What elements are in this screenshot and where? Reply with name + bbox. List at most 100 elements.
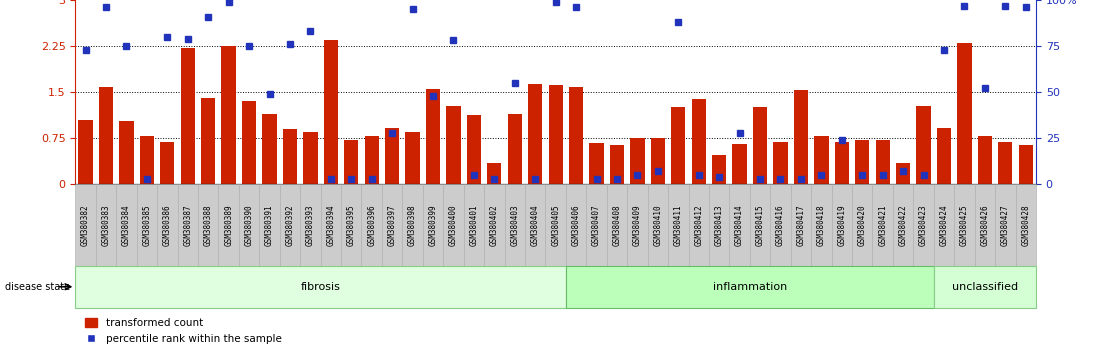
Bar	[218, 184, 239, 266]
Bar	[811, 184, 832, 266]
Text: GSM380414: GSM380414	[735, 204, 745, 246]
Bar	[791, 184, 811, 266]
Text: GSM380397: GSM380397	[388, 204, 397, 246]
Bar	[954, 184, 975, 266]
Bar	[872, 184, 893, 266]
Bar	[937, 128, 951, 184]
Bar	[406, 132, 420, 184]
Text: GSM380412: GSM380412	[695, 204, 704, 246]
Text: GSM380400: GSM380400	[449, 204, 458, 246]
Text: GSM380386: GSM380386	[163, 204, 172, 246]
Bar	[259, 184, 279, 266]
Bar	[529, 84, 543, 184]
Bar	[361, 184, 382, 266]
Bar	[283, 129, 297, 184]
Text: GSM380385: GSM380385	[143, 204, 152, 246]
Bar	[770, 184, 791, 266]
Bar	[75, 266, 566, 308]
Bar	[729, 184, 750, 266]
Bar	[504, 184, 525, 266]
Text: GSM380419: GSM380419	[838, 204, 847, 246]
Text: GSM380420: GSM380420	[858, 204, 866, 246]
Text: GSM380411: GSM380411	[674, 204, 683, 246]
Bar	[525, 184, 545, 266]
Bar	[691, 99, 706, 184]
Bar	[834, 142, 849, 184]
Bar	[832, 184, 852, 266]
Text: GSM380390: GSM380390	[245, 204, 254, 246]
Bar	[402, 184, 423, 266]
Bar	[732, 144, 747, 184]
Bar	[447, 106, 461, 184]
Text: GSM380405: GSM380405	[551, 204, 561, 246]
Bar	[279, 184, 300, 266]
Bar	[95, 184, 116, 266]
Text: GSM380422: GSM380422	[899, 204, 907, 246]
Text: GSM380391: GSM380391	[265, 204, 274, 246]
Bar	[753, 107, 767, 184]
Bar	[136, 184, 157, 266]
Bar	[341, 184, 361, 266]
Text: unclassified: unclassified	[952, 282, 1018, 292]
Bar	[934, 184, 954, 266]
Bar	[161, 142, 174, 184]
Bar	[384, 128, 399, 184]
Bar	[934, 266, 1036, 308]
Bar	[466, 115, 481, 184]
Bar	[222, 46, 236, 184]
Text: GSM380423: GSM380423	[919, 204, 929, 246]
Bar	[814, 136, 829, 184]
Text: GSM380384: GSM380384	[122, 204, 131, 246]
Bar	[239, 184, 259, 266]
Bar	[79, 120, 93, 184]
Text: GSM380402: GSM380402	[490, 204, 499, 246]
Text: GSM380417: GSM380417	[797, 204, 806, 246]
Text: GSM380415: GSM380415	[756, 204, 765, 246]
Bar	[875, 140, 890, 184]
Bar	[488, 162, 502, 184]
Text: GSM380427: GSM380427	[1001, 204, 1009, 246]
Text: GSM380388: GSM380388	[204, 204, 213, 246]
Bar	[157, 184, 177, 266]
Bar	[589, 143, 604, 184]
Bar	[116, 184, 136, 266]
Bar	[365, 136, 379, 184]
Bar	[607, 184, 627, 266]
Bar	[975, 184, 995, 266]
Bar	[423, 184, 443, 266]
Legend: transformed count, percentile rank within the sample: transformed count, percentile rank withi…	[81, 314, 286, 348]
Text: GSM380399: GSM380399	[429, 204, 438, 246]
Bar	[198, 184, 218, 266]
Bar	[120, 121, 134, 184]
Text: GSM380426: GSM380426	[981, 204, 989, 246]
Bar	[177, 184, 198, 266]
Text: GSM380403: GSM380403	[511, 204, 520, 246]
Bar	[648, 184, 668, 266]
Bar	[995, 184, 1016, 266]
Text: inflammation: inflammation	[712, 282, 787, 292]
Bar	[671, 107, 686, 184]
Bar	[916, 106, 931, 184]
Bar	[893, 184, 913, 266]
Bar	[712, 155, 727, 184]
Text: GSM380424: GSM380424	[940, 204, 948, 246]
Bar	[568, 87, 583, 184]
Text: GSM380401: GSM380401	[470, 204, 479, 246]
Bar	[586, 184, 607, 266]
Text: GSM380394: GSM380394	[327, 204, 336, 246]
Bar	[855, 140, 870, 184]
Text: GSM380395: GSM380395	[347, 204, 356, 246]
Bar	[688, 184, 709, 266]
Text: GSM380392: GSM380392	[286, 204, 295, 246]
Text: GSM380425: GSM380425	[960, 204, 968, 246]
Text: GSM380418: GSM380418	[817, 204, 825, 246]
Bar	[977, 136, 992, 184]
Bar	[627, 184, 648, 266]
Text: GSM380406: GSM380406	[572, 204, 581, 246]
Bar	[957, 43, 972, 184]
Text: GSM380389: GSM380389	[224, 204, 233, 246]
Bar	[1016, 184, 1036, 266]
Bar	[242, 101, 256, 184]
Bar	[709, 184, 729, 266]
Text: GSM380413: GSM380413	[715, 204, 724, 246]
